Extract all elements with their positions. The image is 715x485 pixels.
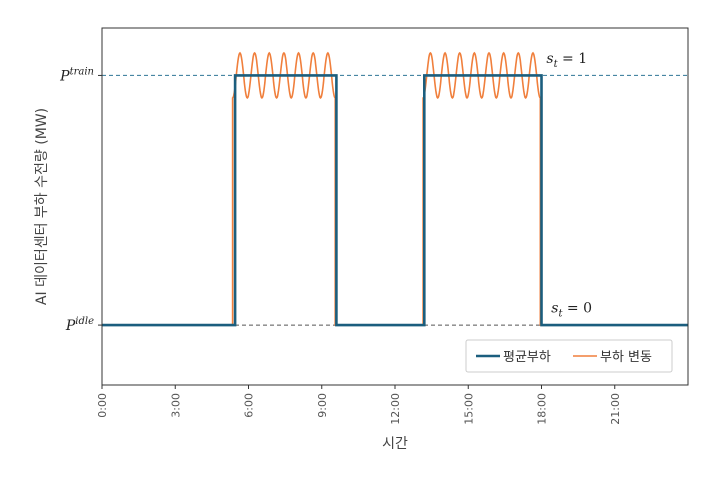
x-tick-label: 21:00 xyxy=(609,393,622,425)
x-tick-label: 6:00 xyxy=(243,393,256,418)
series-average-load xyxy=(102,74,688,327)
y-axis-label: AI 데이터센터 부하 수전량 (MW) xyxy=(34,108,50,305)
annotation-base: s xyxy=(551,301,558,317)
annotation-rest: = 0 xyxy=(562,301,592,317)
legend-box xyxy=(465,339,673,373)
y-tick-base: P xyxy=(59,68,70,84)
y-tick-sup: idle xyxy=(75,316,94,327)
y-tick-label: Ptrain xyxy=(59,66,94,84)
y-tick-sup: train xyxy=(70,66,94,77)
plot-frame xyxy=(101,27,689,386)
annotation-rest: = 1 xyxy=(558,51,588,67)
x-tick-label: 9:00 xyxy=(316,393,329,418)
x-tick-label: 12:00 xyxy=(389,393,402,425)
state-annotation: st = 1 xyxy=(546,51,587,70)
series-load-fluctuation xyxy=(102,51,688,326)
x-tick-label: 15:00 xyxy=(462,393,475,425)
legend: 평균부하 부하 변동 xyxy=(465,339,673,373)
x-tick-label: 3:00 xyxy=(169,393,182,418)
x-axis-label: 시간 xyxy=(382,436,408,452)
legend-label-load-fluctuation: 부하 변동 xyxy=(600,350,652,365)
y-tick-base: P xyxy=(65,318,76,334)
x-tick-label: 0:00 xyxy=(96,393,109,418)
state-annotation: st = 0 xyxy=(551,301,592,320)
annotation-sub: t xyxy=(554,59,559,70)
annotation-sub: t xyxy=(558,309,563,320)
x-tick-label: 18:00 xyxy=(536,393,549,425)
y-tick-label: Pidle xyxy=(65,316,94,334)
annotation-base: s xyxy=(546,51,553,67)
legend-label-average-load: 평균부하 xyxy=(503,350,551,365)
